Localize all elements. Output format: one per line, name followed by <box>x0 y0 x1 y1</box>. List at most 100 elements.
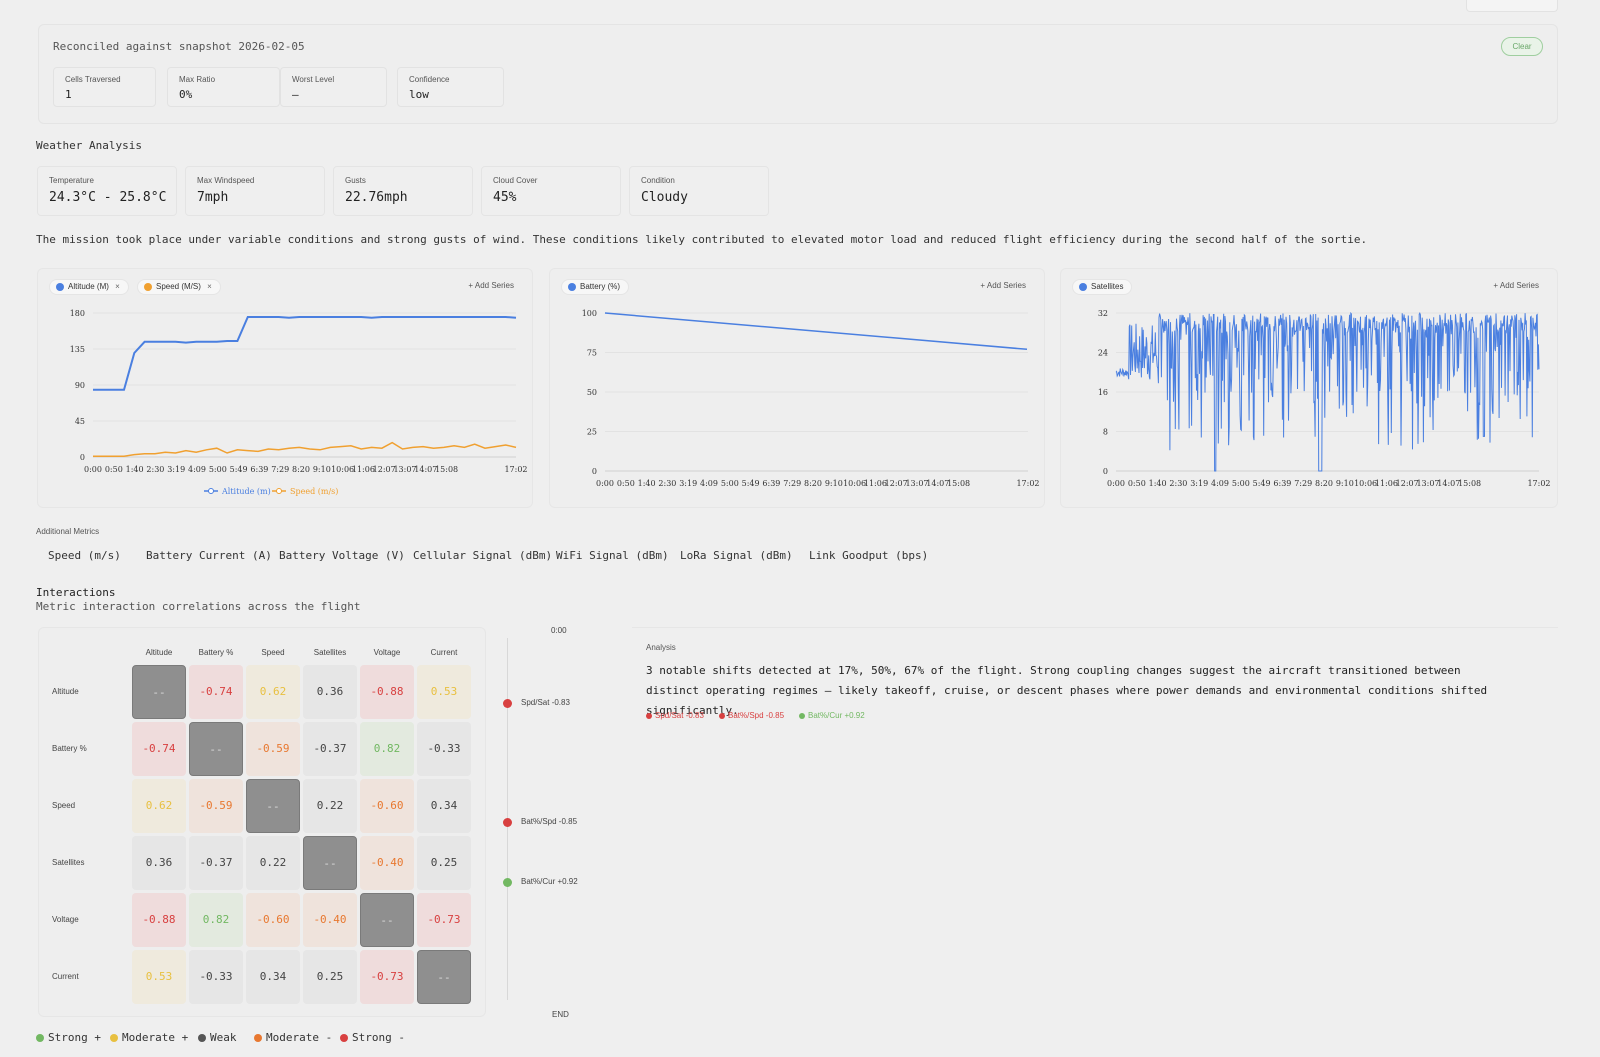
shift-dot <box>719 713 725 719</box>
matrix-cell[interactable]: 0.36 <box>303 665 357 719</box>
timeline-event-dot[interactable] <box>503 818 512 827</box>
x-tick-label: 0:00 <box>84 465 102 474</box>
legend-label: Altitude (m) <box>221 487 271 496</box>
legend-dot <box>254 1034 262 1042</box>
matrix-cell[interactable]: -0.88 <box>360 665 414 719</box>
x-tick-label: 3:19 <box>1190 479 1208 488</box>
weather-card-value: 22.76mph <box>345 190 408 205</box>
clear-button[interactable]: Clear <box>1501 37 1543 56</box>
timeline-event-label: Bat%/Cur +0.92 <box>521 877 578 886</box>
matrix-diagonal-cell[interactable]: -- <box>417 950 471 1004</box>
metric-button-cellular-signal[interactable]: Cellular Signal (dBm) <box>413 549 553 562</box>
series-chip-battery[interactable]: Battery (%) <box>561 279 630 295</box>
shift-tag-label: Bat%/Spd -0.85 <box>728 711 785 720</box>
x-tick-label: 5:49 <box>230 465 248 474</box>
legend-dot <box>110 1034 118 1042</box>
x-tick-label: 9:10 <box>313 465 331 474</box>
matrix-cell[interactable]: 0.82 <box>189 893 243 947</box>
timeline-event-label: Bat%/Spd -0.85 <box>521 817 578 826</box>
x-tick-label: 11:06 <box>864 479 887 488</box>
matrix-cell[interactable]: -0.37 <box>189 836 243 890</box>
x-tick-label: 15:08 <box>947 479 970 488</box>
x-tick-label: 13:07 <box>905 479 928 488</box>
shift-tag-label: Bat%/Cur +0.92 <box>808 711 865 720</box>
matrix-cell[interactable]: -0.74 <box>189 665 243 719</box>
matrix-cell[interactable]: 0.82 <box>360 722 414 776</box>
legend-label: Weak <box>210 1031 237 1044</box>
add-series-button[interactable]: + Add Series <box>468 281 514 290</box>
matrix-cell[interactable]: 0.22 <box>246 836 300 890</box>
y-tick-label: 16 <box>1098 388 1108 397</box>
x-tick-label: 5:00 <box>1232 479 1250 488</box>
matrix-cell[interactable]: -0.40 <box>360 836 414 890</box>
shift-tag[interactable]: Bat%/Cur +0.92 <box>799 711 865 720</box>
matrix-cell[interactable]: -0.60 <box>246 893 300 947</box>
x-tick-label: 12:07 <box>885 479 908 488</box>
series-chip-altitude[interactable]: Altitude (M) × <box>49 279 129 295</box>
matrix-cell[interactable]: 0.25 <box>303 950 357 1004</box>
weather-card-value: 45% <box>493 190 517 205</box>
matrix-cell[interactable]: 0.53 <box>417 665 471 719</box>
close-icon[interactable]: × <box>115 282 120 291</box>
matrix-cell[interactable]: 0.62 <box>246 665 300 719</box>
matrix-cell[interactable]: 0.36 <box>132 836 186 890</box>
metric-button-lora-signal[interactable]: LoRa Signal (dBm) <box>680 549 793 562</box>
timeline-event-dot[interactable] <box>503 699 512 708</box>
x-tick-label: 14:07 <box>926 479 949 488</box>
series-line-satellites <box>1115 311 1540 472</box>
x-tick-label: 10:06 <box>1354 479 1377 488</box>
legend-dot <box>36 1034 44 1042</box>
matrix-diagonal-cell[interactable]: -- <box>360 893 414 947</box>
matrix-cell[interactable]: 0.25 <box>417 836 471 890</box>
metric-button-link-goodput[interactable]: Link Goodput (bps) <box>809 549 929 562</box>
matrix-diagonal-cell[interactable]: -- <box>132 665 186 719</box>
weather-card-value: Cloudy <box>641 190 688 205</box>
matrix-cell[interactable]: -0.59 <box>246 722 300 776</box>
matrix-cell[interactable]: 0.34 <box>246 950 300 1004</box>
series-chip-satellites[interactable]: Satellites <box>1072 279 1133 295</box>
legend-moderate-negative: Moderate - <box>254 1031 332 1044</box>
matrix-column-header: Satellites <box>313 648 347 657</box>
matrix-cell[interactable]: 0.62 <box>132 779 186 833</box>
x-tick-label: 6:39 <box>1273 479 1291 488</box>
matrix-cell[interactable]: -0.88 <box>132 893 186 947</box>
stat-value: — <box>292 88 299 101</box>
matrix-diagonal-cell[interactable]: -- <box>189 722 243 776</box>
series-color-dot <box>144 283 152 291</box>
matrix-cell[interactable]: -0.73 <box>360 950 414 1004</box>
x-tick-label: 10:06 <box>331 465 354 474</box>
matrix-cell[interactable]: -0.74 <box>132 722 186 776</box>
close-icon[interactable]: × <box>207 282 212 291</box>
x-tick-label: 12:07 <box>373 465 396 474</box>
metric-button-battery-current[interactable]: Battery Current (A) <box>146 549 272 562</box>
add-series-button[interactable]: + Add Series <box>1493 281 1539 290</box>
shift-tag[interactable]: Spd/Sat -0.83 <box>646 711 704 720</box>
matrix-cell[interactable]: -0.73 <box>417 893 471 947</box>
matrix-diagonal-cell[interactable]: -- <box>303 836 357 890</box>
matrix-cell[interactable]: -0.33 <box>417 722 471 776</box>
matrix-cell[interactable]: -0.40 <box>303 893 357 947</box>
altitude-speed-chart: 0 45 90 135 180 0:00 0:50 1:40 2:30 3:19 4:09 5:00 5… <box>70 309 528 496</box>
shift-tag[interactable]: Bat%/Spd -0.85 <box>719 711 784 720</box>
x-tick-label: 8:20 <box>292 465 310 474</box>
metric-button-wifi-signal[interactable]: WiFi Signal (dBm) <box>556 549 669 562</box>
series-chip-speed[interactable]: Speed (M/S) × <box>137 279 221 295</box>
matrix-cell[interactable]: 0.22 <box>303 779 357 833</box>
matrix-diagonal-cell[interactable]: -- <box>246 779 300 833</box>
weather-card-gusts: Gusts 22.76mph <box>333 166 473 216</box>
timeline-event-dot[interactable] <box>503 878 512 887</box>
metric-button-speed[interactable]: Speed (m/s) <box>48 549 121 562</box>
x-tick-label: 5:00 <box>209 465 227 474</box>
metric-button-battery-voltage[interactable]: Battery Voltage (V) <box>279 549 405 562</box>
matrix-cell[interactable]: 0.53 <box>132 950 186 1004</box>
top-corner-tab <box>1466 0 1558 12</box>
matrix-cell[interactable]: -0.60 <box>360 779 414 833</box>
matrix-cell[interactable]: -0.33 <box>189 950 243 1004</box>
matrix-cell[interactable]: -0.37 <box>303 722 357 776</box>
matrix-cell[interactable]: -0.59 <box>189 779 243 833</box>
legend-dot <box>198 1034 206 1042</box>
weather-card-label: Temperature <box>49 176 94 185</box>
matrix-cell[interactable]: 0.34 <box>417 779 471 833</box>
x-tick-label: 2:30 <box>658 479 676 488</box>
add-series-button[interactable]: + Add Series <box>980 281 1026 290</box>
